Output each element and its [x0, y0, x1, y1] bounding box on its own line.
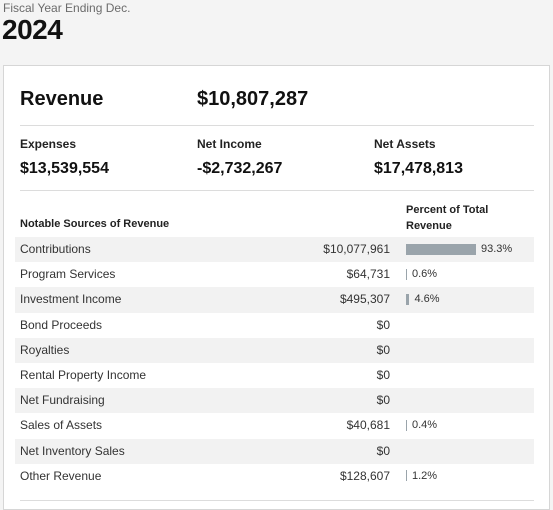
table-row: Royalties $0 [15, 337, 534, 363]
net-income-stat: Net Income -$2,732,267 [197, 137, 282, 178]
table-row: Contributions $10,077,961 93.3% [15, 237, 534, 263]
percent-bar-group: 1.2% [406, 470, 437, 482]
table-row: Rental Property Income $0 [15, 363, 534, 388]
revenue-source-amount: $0 [376, 393, 390, 408]
revenue-source-name: Program Services [20, 267, 116, 282]
net-income-value: -$2,732,267 [197, 160, 283, 177]
revenue-source-amount: $495,307 [339, 292, 390, 307]
table-row: Bond Proceeds $0 [15, 313, 534, 338]
table-row: Program Services $64,731 0.6% [15, 262, 534, 287]
percent-bar [406, 293, 410, 305]
revenue-source-amount: $0 [376, 443, 390, 458]
percent-value: 0.6% [412, 268, 438, 281]
revenue-source-amount: $128,607 [339, 468, 390, 483]
fiscal-year-label: Fiscal Year Ending Dec. [3, 1, 131, 15]
expenses-stat: Expenses $13,539,554 [20, 137, 109, 178]
divider [20, 190, 534, 191]
revenue-source-amount: $0 [376, 342, 390, 357]
revenue-sources-table: Contributions $10,077,961 93.3% Program Ser… [15, 237, 534, 489]
table-row: Net Inventory Sales $0 [15, 438, 534, 464]
revenue-value: $10,807,287 [197, 88, 309, 110]
percent-bar [406, 243, 476, 255]
table-row: Investment Income $495,307 4.6% [15, 287, 534, 313]
expenses-value: $13,539,554 [20, 160, 109, 177]
percent-bar-group: 93.3% [406, 243, 512, 255]
revenue-source-amount: $40,681 [346, 418, 390, 433]
percent-bar-group: 4.6% [406, 293, 440, 305]
revenue-source-name: Other Revenue [20, 468, 102, 483]
percent-value: 93.3% [480, 243, 513, 255]
percent-value: 1.2% [412, 469, 438, 482]
net-income-label: Net Income [197, 137, 262, 151]
percent-value: 0.4% [412, 419, 438, 432]
table-row: Other Revenue $128,607 1.2% [15, 464, 534, 489]
revenue-source-name: Net Inventory Sales [20, 443, 125, 458]
net-assets-value: $17,478,813 [374, 160, 463, 177]
table-row: Sales of Assets $40,681 0.4% [15, 413, 534, 438]
percent-bar [406, 419, 407, 431]
revenue-source-name: Net Fundraising [20, 393, 105, 408]
revenue-source-amount: $10,077,961 [323, 242, 390, 256]
expenses-label: Expenses [20, 137, 77, 151]
percent-bar-group: 0.4% [406, 419, 437, 431]
revenue-source-name: Investment Income [20, 292, 122, 307]
percent-of-total-header: Percent of Total Revenue [406, 204, 489, 232]
percent-bar [406, 268, 407, 280]
revenue-source-name: Rental Property Income [20, 367, 147, 382]
net-assets-label: Net Assets [374, 137, 436, 151]
percent-value: 4.6% [414, 293, 440, 306]
revenue-source-amount: $0 [376, 367, 390, 382]
revenue-source-name: Royalties [20, 342, 70, 357]
financial-summary-card: Revenue $10,807,287 Expenses $13,539,554… [3, 65, 550, 510]
revenue-source-amount: $0 [376, 317, 390, 332]
revenue-label: Revenue [20, 88, 104, 110]
fiscal-year: 2024 [2, 14, 63, 45]
divider [20, 125, 534, 126]
net-assets-stat: Net Assets $17,478,813 [374, 137, 463, 178]
revenue-source-name: Sales of Assets [20, 418, 103, 433]
revenue-source-amount: $64,731 [346, 267, 390, 282]
revenue-source-name: Bond Proceeds [20, 317, 103, 332]
table-row: Net Fundraising $0 [15, 388, 534, 414]
percent-bar-group: 0.6% [406, 268, 437, 280]
revenue-sources-header: Notable Sources of Revenue [20, 218, 170, 230]
divider [20, 500, 534, 501]
revenue-source-name: Contributions [20, 242, 91, 256]
percent-bar [406, 470, 407, 482]
